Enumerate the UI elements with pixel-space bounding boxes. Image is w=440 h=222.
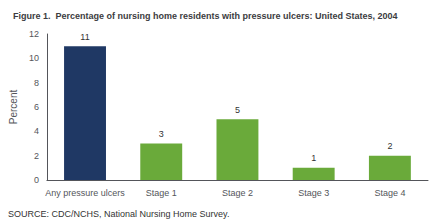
svg-text:Percent: Percent	[8, 90, 19, 125]
svg-text:Figure 1. Percentage of nursi: Figure 1. Percentage of nursing home res…	[13, 11, 398, 21]
svg-text:0: 0	[34, 175, 39, 185]
svg-text:5: 5	[235, 105, 240, 115]
svg-text:3: 3	[159, 129, 164, 139]
svg-text:Stage 1: Stage 1	[146, 188, 177, 198]
svg-text:Stage 2: Stage 2	[222, 188, 253, 198]
svg-text:8: 8	[34, 78, 39, 88]
svg-text:Stage 3: Stage 3	[298, 188, 329, 198]
svg-text:11: 11	[80, 32, 89, 42]
svg-text:2: 2	[34, 151, 39, 161]
svg-text:12: 12	[29, 29, 39, 39]
svg-text:1: 1	[311, 153, 316, 163]
svg-text:2: 2	[387, 141, 392, 151]
svg-text:Stage 4: Stage 4	[374, 188, 405, 198]
svg-text:10: 10	[29, 53, 39, 63]
svg-text:4: 4	[34, 126, 39, 136]
svg-text:6: 6	[34, 102, 39, 112]
svg-text:Any pressure ulcers: Any pressure ulcers	[45, 188, 125, 198]
svg-text:SOURCE: CDC/NCHS, National Nur: SOURCE: CDC/NCHS, National Nursing Home …	[8, 209, 229, 219]
